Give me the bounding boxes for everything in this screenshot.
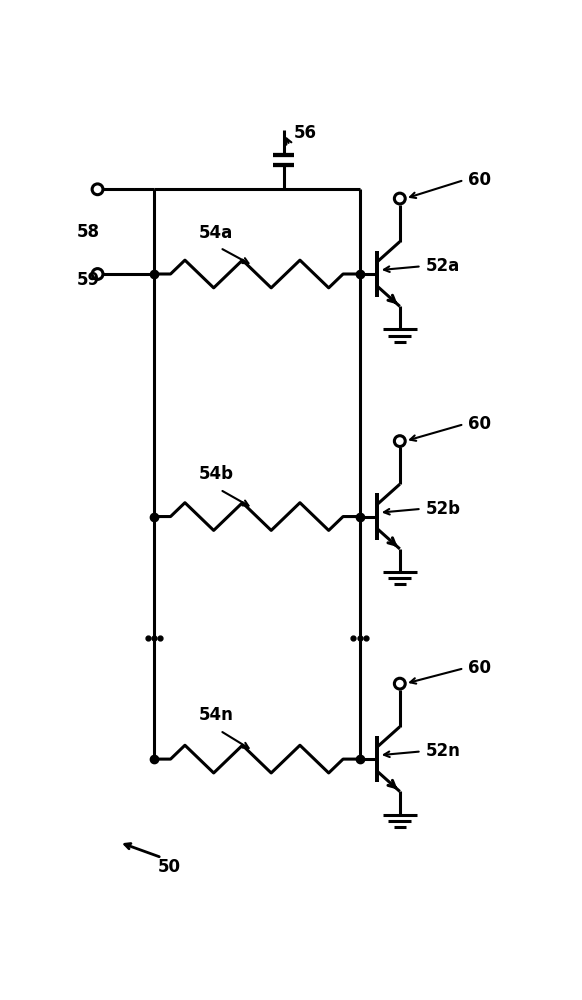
Text: 59: 59 — [77, 271, 100, 289]
Text: 52n: 52n — [425, 742, 460, 760]
Text: 60: 60 — [468, 659, 491, 677]
Text: 52a: 52a — [425, 257, 460, 275]
Text: 54a: 54a — [198, 224, 233, 242]
Text: 54b: 54b — [198, 465, 233, 483]
Text: 58: 58 — [77, 223, 100, 241]
Text: 56: 56 — [294, 124, 317, 142]
Text: 60: 60 — [468, 171, 491, 189]
Text: 60: 60 — [468, 415, 491, 433]
Text: 50: 50 — [158, 858, 181, 876]
Text: 52b: 52b — [425, 500, 460, 518]
Text: 54n: 54n — [198, 706, 233, 724]
